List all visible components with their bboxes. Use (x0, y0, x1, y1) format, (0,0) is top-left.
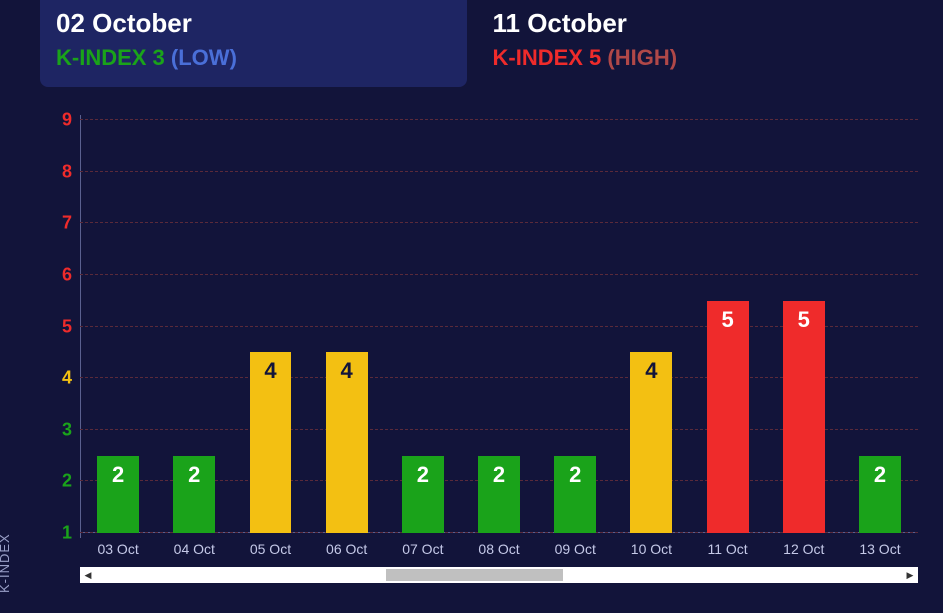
card-index-value: K-INDEX 5 (493, 45, 602, 70)
bar[interactable]: 2 (173, 456, 215, 533)
bar[interactable]: 2 (402, 456, 444, 533)
bar-slot: 4 (613, 120, 689, 533)
y-tick: 5 (62, 316, 72, 337)
x-label: 06 Oct (309, 541, 385, 557)
y-tick: 8 (62, 161, 72, 182)
card-date: 02 October (56, 8, 451, 39)
x-label: 04 Oct (156, 541, 232, 557)
y-axis-title: K-INDEX (0, 533, 12, 593)
header: 02 October K-INDEX 3 (LOW) 11 October K-… (0, 0, 943, 87)
bar-slot: 2 (842, 120, 918, 533)
x-label: 09 Oct (537, 541, 613, 557)
x-label: 05 Oct (232, 541, 308, 557)
y-tick: 9 (62, 110, 72, 131)
bar-slot: 4 (232, 120, 308, 533)
card-index-level: (LOW) (171, 45, 237, 70)
scrollbar[interactable]: ◀ ▶ (80, 567, 918, 583)
summary-card-right[interactable]: 11 October K-INDEX 5 (HIGH) (477, 0, 904, 87)
x-label: 12 Oct (766, 541, 842, 557)
bar[interactable]: 2 (478, 456, 520, 533)
y-tick: 4 (62, 368, 72, 389)
card-index: K-INDEX 3 (LOW) (56, 45, 451, 71)
x-label: 10 Oct (613, 541, 689, 557)
scroll-left-icon[interactable]: ◀ (80, 567, 96, 583)
chart: K-INDEX 123456789 22442224552 03 Oct04 O… (40, 120, 918, 593)
scroll-right-icon[interactable]: ▶ (902, 567, 918, 583)
y-tick: 7 (62, 213, 72, 234)
card-index: K-INDEX 5 (HIGH) (493, 45, 888, 71)
x-label: 07 Oct (385, 541, 461, 557)
card-index-value: K-INDEX 3 (56, 45, 165, 70)
card-date: 11 October (493, 8, 888, 39)
bar[interactable]: 4 (250, 352, 292, 533)
y-tick: 6 (62, 264, 72, 285)
bar-slot: 2 (461, 120, 537, 533)
bar[interactable]: 5 (783, 301, 825, 533)
bar[interactable]: 2 (554, 456, 596, 533)
x-label: 13 Oct (842, 541, 918, 557)
scroll-track[interactable] (96, 567, 902, 583)
y-tick: 3 (62, 419, 72, 440)
bar-slot: 5 (690, 120, 766, 533)
bar[interactable]: 5 (707, 301, 749, 533)
bar[interactable]: 4 (326, 352, 368, 533)
y-axis: 123456789 (40, 120, 80, 533)
bar-slot: 2 (537, 120, 613, 533)
bar-slot: 4 (309, 120, 385, 533)
card-index-level: (HIGH) (607, 45, 677, 70)
x-axis-labels: 03 Oct04 Oct05 Oct06 Oct07 Oct08 Oct09 O… (80, 541, 918, 557)
plot-area: 123456789 22442224552 (80, 120, 918, 533)
bar-slot: 2 (156, 120, 232, 533)
bar[interactable]: 2 (97, 456, 139, 533)
bar-slot: 5 (766, 120, 842, 533)
bars: 22442224552 (80, 120, 918, 533)
bar[interactable]: 2 (859, 456, 901, 533)
summary-card-left[interactable]: 02 October K-INDEX 3 (LOW) (40, 0, 467, 87)
bar-slot: 2 (385, 120, 461, 533)
bar[interactable]: 4 (630, 352, 672, 533)
scroll-thumb[interactable] (386, 569, 563, 581)
bar-slot: 2 (80, 120, 156, 533)
y-tick: 1 (62, 523, 72, 544)
x-label: 11 Oct (690, 541, 766, 557)
x-label: 08 Oct (461, 541, 537, 557)
y-tick: 2 (62, 471, 72, 492)
x-label: 03 Oct (80, 541, 156, 557)
